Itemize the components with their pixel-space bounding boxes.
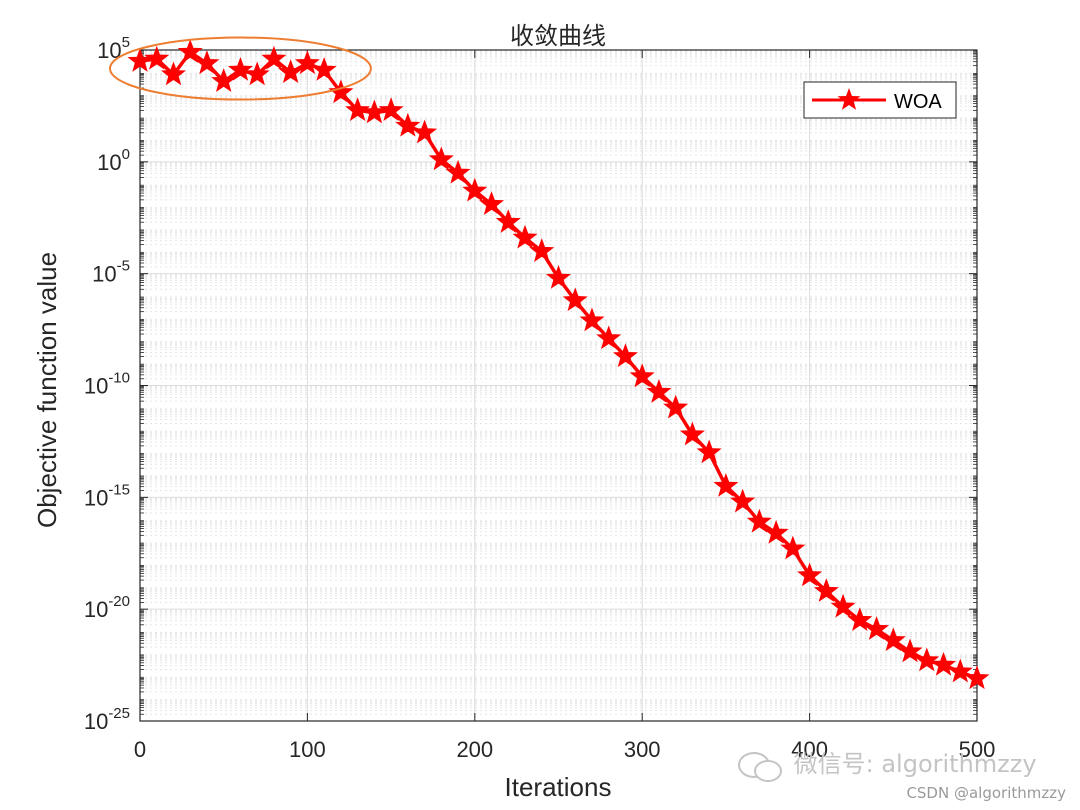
data-point-star <box>445 159 471 184</box>
wechat-watermark: 微信号: algorithmzzy <box>738 744 1037 782</box>
y-tick-label: 10-25 <box>84 705 130 734</box>
data-point-star <box>244 61 270 86</box>
data-point-star <box>864 616 890 640</box>
wechat-icon <box>738 750 782 782</box>
legend-marker-star-icon <box>837 88 861 110</box>
data-point-star <box>612 343 638 368</box>
data-point-star <box>679 421 705 446</box>
y-tick-label: 10-5 <box>92 258 130 287</box>
x-axis-tick-labels: 0 100 200 300 400 500 <box>134 737 995 762</box>
data-point-star <box>763 519 789 544</box>
y-tick-label-exponent: 0 <box>122 146 130 163</box>
data-point-star <box>813 578 839 602</box>
data-point-star <box>529 238 555 262</box>
data-point-star <box>328 79 354 104</box>
data-point-star <box>696 439 722 464</box>
data-point-star <box>596 325 622 350</box>
data-point-star <box>378 97 404 122</box>
data-point-star <box>847 607 873 631</box>
series-layer <box>127 39 990 690</box>
data-point-star <box>462 177 488 202</box>
wechat-watermark-text: 微信号: algorithmzzy <box>793 750 1037 778</box>
csdn-watermark: CSDN @algorithmzzy <box>906 784 1066 802</box>
data-point-star <box>797 562 823 587</box>
data-point-star <box>897 638 923 663</box>
y-tick-label-base: 10 <box>84 374 108 399</box>
data-point-star <box>428 146 454 171</box>
y-axis-ticks <box>140 49 977 722</box>
data-point-star <box>395 112 421 137</box>
y-tick-label-exponent: -20 <box>108 593 130 610</box>
data-point-star <box>663 394 689 419</box>
y-tick-label: 10-15 <box>84 481 130 510</box>
data-point-star <box>562 287 588 312</box>
x-axis-label: Iterations <box>505 772 612 802</box>
y-axis-label: Objective function value <box>32 252 62 528</box>
x-tick-label: 300 <box>624 737 661 762</box>
data-point-star <box>278 59 304 84</box>
data-point-star <box>512 224 538 249</box>
legend-label-woa: WOA <box>894 91 942 113</box>
data-point-star <box>629 363 655 388</box>
data-point-star <box>160 61 186 86</box>
data-point-star <box>294 50 320 75</box>
x-tick-label: 100 <box>289 737 326 762</box>
data-point-star <box>545 264 572 289</box>
x-tick-label: 400 <box>791 737 828 762</box>
data-point-star <box>746 508 772 533</box>
y-tick-label-base: 10 <box>84 485 108 510</box>
y-tick-label-base: 10 <box>92 262 116 287</box>
y-tick-label: 100 <box>97 146 130 175</box>
data-point-star <box>931 651 957 676</box>
data-point-star <box>830 593 856 618</box>
y-tick-label-exponent: 5 <box>122 34 130 51</box>
x-tick-label: 500 <box>959 737 996 762</box>
data-point-star <box>914 647 940 672</box>
y-tick-label-base: 10 <box>97 150 121 175</box>
y-tick-label-exponent: -15 <box>108 481 130 498</box>
data-point-star <box>311 56 337 81</box>
y-tick-label: 10-10 <box>84 370 130 399</box>
legend: WOA <box>803 81 957 119</box>
annotation-layer <box>109 36 372 101</box>
data-point-star <box>579 307 605 332</box>
data-point-star <box>646 379 672 403</box>
y-tick-label-exponent: -25 <box>108 705 130 722</box>
data-point-star <box>880 627 906 652</box>
data-point-star <box>730 488 756 513</box>
x-tick-label: 200 <box>456 737 493 762</box>
data-point-star <box>211 68 237 92</box>
y-tick-label-base: 10 <box>97 38 121 63</box>
data-point-star <box>780 535 806 560</box>
data-point-star <box>947 658 973 683</box>
y-tick-label: 10-20 <box>84 593 130 622</box>
x-tick-label: 0 <box>134 737 146 762</box>
highlight-ellipse <box>109 36 372 101</box>
y-tick-label-base: 10 <box>84 709 108 734</box>
data-point-star <box>144 45 170 70</box>
data-point-star <box>495 209 521 233</box>
data-point-star <box>177 39 203 63</box>
data-point-star <box>412 119 438 144</box>
data-point-star <box>194 50 220 75</box>
y-tick-label-exponent: -10 <box>108 370 130 387</box>
data-point-star <box>345 97 371 122</box>
data-point-star <box>964 665 990 690</box>
y-tick-label-base: 10 <box>84 597 108 622</box>
data-point-star <box>227 56 253 81</box>
data-point-star <box>261 45 287 70</box>
data-point-star <box>479 191 505 215</box>
data-point-star <box>713 472 739 497</box>
y-tick-label-exponent: -5 <box>117 258 130 275</box>
chart-title: 收敛曲线 <box>510 22 606 50</box>
